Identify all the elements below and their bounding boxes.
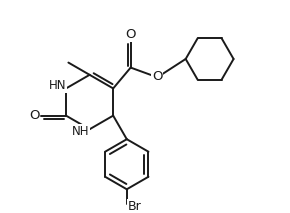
Text: Br: Br [128,200,142,213]
Text: O: O [125,29,136,42]
Text: NH: NH [72,125,90,138]
Text: HN: HN [48,79,66,92]
Text: O: O [152,70,162,83]
Text: O: O [29,109,39,122]
